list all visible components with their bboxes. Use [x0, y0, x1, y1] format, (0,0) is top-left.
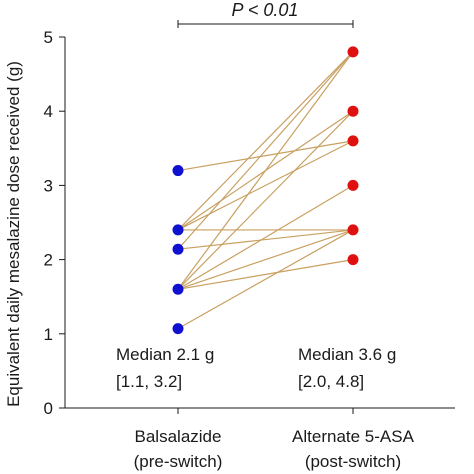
- pair-line: [177, 229, 354, 250]
- pre-switch-point: [172, 243, 184, 255]
- y-tick-label: 1: [44, 325, 53, 344]
- y-tick-label: 4: [44, 102, 53, 121]
- x-category-sublabel-1: (pre-switch): [134, 452, 223, 471]
- pair-line: [177, 51, 354, 250]
- x-category-label-1: Balsalazide: [135, 427, 222, 446]
- y-axis-label: Equivalent daily mesalazine dose receive…: [4, 61, 23, 407]
- median-label-pre: Median 2.1 g: [116, 345, 214, 364]
- axes: 0 1 2 3 4 5: [44, 28, 455, 418]
- pair-line: [177, 140, 354, 172]
- pre-switch-point: [172, 323, 184, 335]
- post-switch-point: [347, 254, 359, 266]
- pair-line: [177, 229, 354, 330]
- median-iqr-pre: [1.1, 3.2]: [116, 372, 182, 391]
- y-tick-label: 2: [44, 251, 53, 270]
- paired-lines: [177, 51, 354, 330]
- median-iqr-post: [2.0, 4.8]: [298, 372, 364, 391]
- pair-line: [177, 51, 354, 290]
- post-switch-point: [347, 135, 359, 147]
- pair-line: [177, 259, 354, 290]
- median-label-post: Median 3.6 g: [298, 345, 396, 364]
- y-tick-label: 0: [44, 399, 53, 418]
- post-switch-point: [347, 179, 359, 191]
- pair-line: [177, 140, 354, 231]
- pair-line: [177, 51, 354, 231]
- post-switch-point: [347, 46, 359, 58]
- post-switch-point: [347, 224, 359, 236]
- x-category-label-2: Alternate 5-ASA: [292, 427, 415, 446]
- pair-line: [177, 229, 354, 290]
- pre-switch-point: [172, 165, 184, 177]
- y-tick-label: 5: [44, 28, 53, 47]
- pre-switch-point: [172, 283, 184, 295]
- pair-line: [177, 184, 354, 290]
- x-category-sublabel-2: (post-switch): [305, 452, 401, 471]
- y-tick-label: 3: [44, 176, 53, 195]
- pair-line: [177, 110, 354, 290]
- pre-switch-point: [172, 224, 184, 236]
- post-switch-point: [347, 105, 359, 117]
- data-points: [172, 46, 359, 335]
- significance-label: P < 0.01: [232, 0, 299, 20]
